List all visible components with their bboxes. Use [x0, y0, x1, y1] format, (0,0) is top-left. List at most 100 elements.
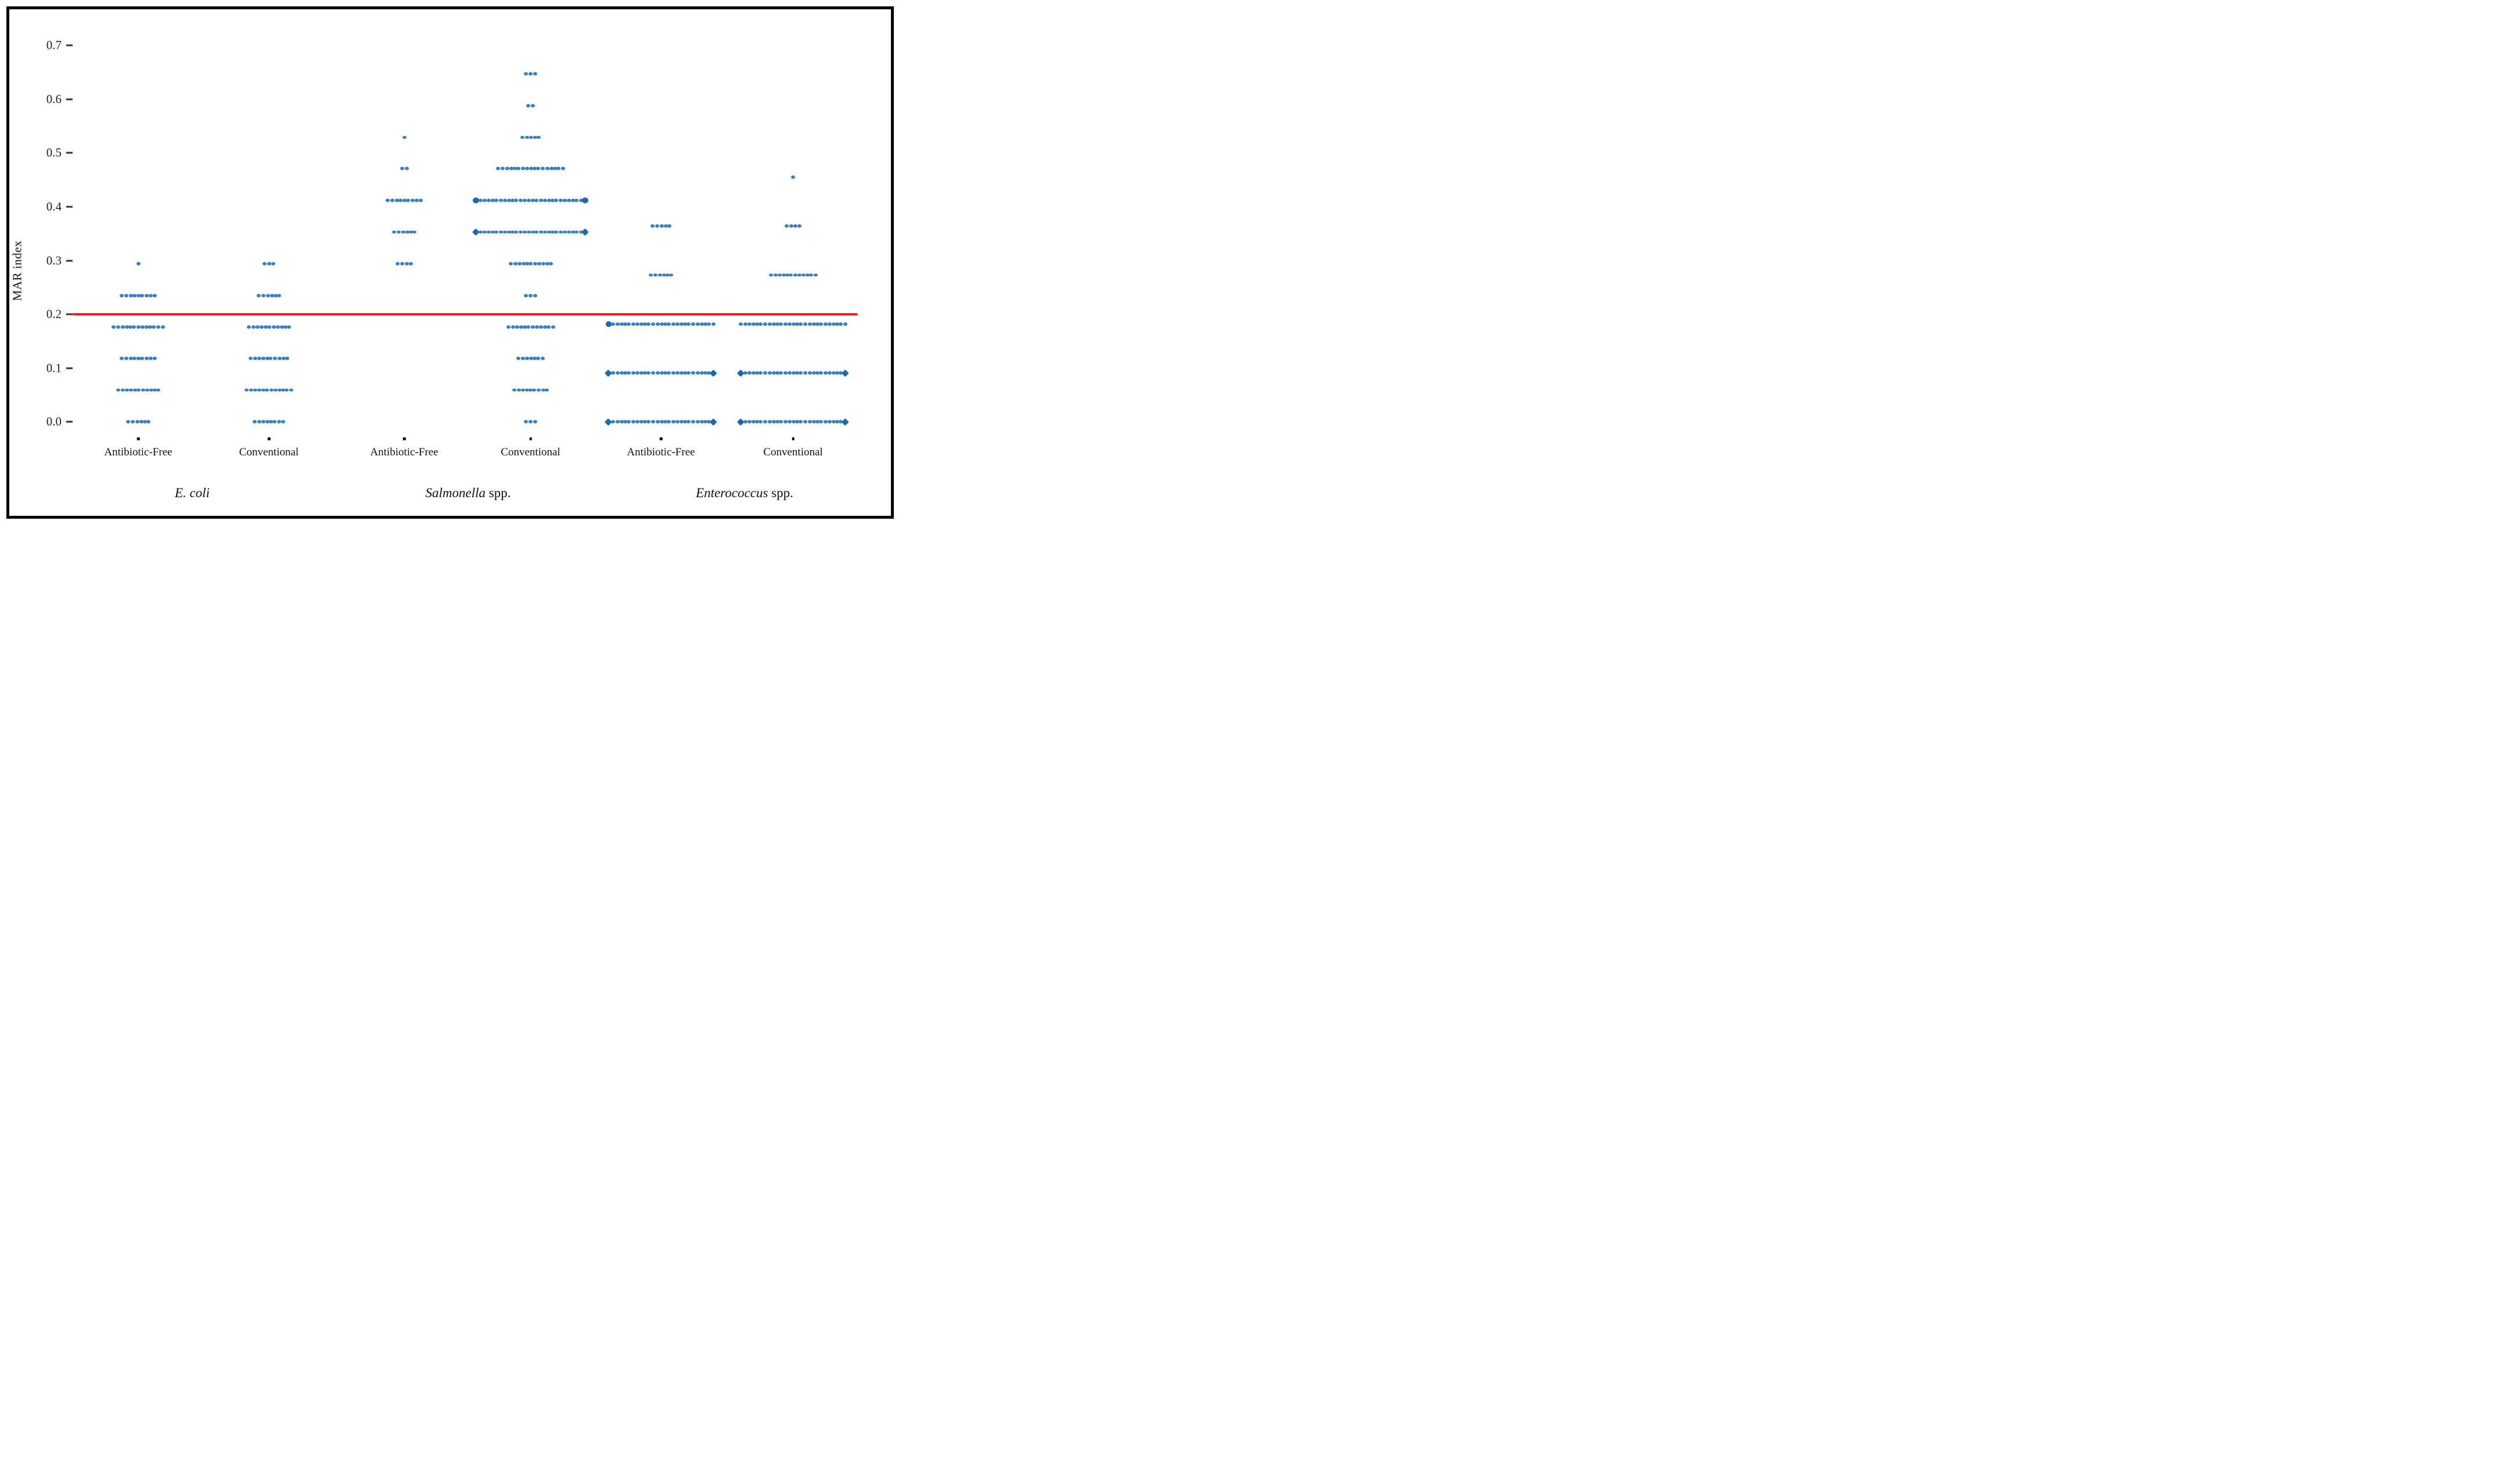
species-group-label: Enterococcus spp.	[696, 486, 793, 501]
y-tick-label-0.4: 0.4	[46, 199, 62, 214]
data-point-dot	[279, 325, 284, 329]
data-point-dot	[813, 273, 818, 277]
data-point-dot	[520, 135, 524, 139]
data-point-dot	[699, 420, 704, 424]
data-point-dot	[394, 198, 399, 202]
data-point-dot	[531, 104, 535, 107]
data-point-dot	[795, 371, 800, 375]
data-point-dot	[683, 322, 688, 326]
data-point-dot	[401, 230, 405, 234]
data-point-dot	[152, 357, 157, 360]
data-point-dot	[261, 357, 266, 360]
y-axis-title: MAR index	[10, 240, 24, 301]
data-point-dot	[752, 420, 756, 424]
data-point-dot	[501, 167, 505, 171]
data-point-dot	[570, 230, 575, 234]
data-point-dot	[145, 325, 149, 329]
data-point-dot	[511, 230, 515, 234]
data-point-dot	[551, 325, 555, 329]
data-point-dot	[523, 198, 527, 202]
data-point-dot	[767, 371, 772, 375]
data-point-dot	[513, 262, 517, 265]
data-point-dot	[752, 371, 756, 375]
data-point-dot	[490, 230, 495, 234]
data-point-dot	[523, 230, 527, 234]
data-point-dot	[778, 420, 783, 424]
species-group-label: E. coli	[175, 486, 210, 501]
data-point-dot	[785, 273, 790, 277]
data-point-dot	[665, 273, 670, 277]
data-point-dot	[519, 325, 523, 329]
data-point-dot	[146, 420, 150, 424]
data-point-dot	[839, 371, 843, 375]
data-point-dot	[706, 420, 711, 424]
data-point-dot	[651, 322, 656, 326]
data-point-dot	[479, 198, 483, 202]
data-point-dot	[828, 420, 832, 424]
data-point-dot	[516, 167, 520, 171]
data-point-dot	[691, 371, 696, 375]
x-tick-mark	[792, 437, 795, 440]
data-point-dot	[262, 262, 267, 265]
data-point-dot	[643, 420, 648, 424]
data-point-dot	[533, 262, 537, 265]
y-tick-label-0.7: 0.7	[46, 38, 62, 52]
x-tick-label-antibiotic-free: Antibiotic-Free	[104, 446, 172, 458]
data-point-dot	[784, 224, 789, 228]
data-point-dot	[799, 371, 803, 375]
data-point-dot	[695, 371, 700, 375]
data-point-dot	[271, 262, 276, 265]
data-point-dot	[783, 420, 788, 424]
data-point-dot	[272, 420, 277, 424]
data-point-dot	[418, 198, 423, 202]
data-point-dot	[643, 322, 648, 326]
data-point-dot	[547, 230, 551, 234]
data-point-dot	[402, 135, 407, 139]
data-point-dot	[402, 198, 407, 202]
data-point-dot	[554, 230, 559, 234]
data-point-dot	[783, 322, 788, 326]
data-point-dot	[273, 357, 278, 360]
data-point-dot	[529, 167, 534, 171]
data-point-dot	[267, 262, 271, 265]
data-point-dot	[289, 388, 293, 392]
y-tick-mark-0.2	[66, 313, 73, 315]
data-point-dot	[843, 322, 848, 326]
y-tick-label-0.3: 0.3	[46, 253, 62, 268]
threshold-line-0.2	[72, 313, 858, 316]
data-point-dot	[136, 262, 141, 265]
data-point-cluster-dot	[473, 197, 479, 203]
data-point-dot	[267, 325, 271, 329]
data-point-dot	[801, 273, 806, 277]
data-point-dot	[128, 357, 133, 360]
data-point-dot	[263, 325, 268, 329]
data-point-dot	[125, 388, 130, 392]
data-point-dot	[534, 198, 538, 202]
data-point-dot	[655, 371, 660, 375]
data-point-dot	[556, 167, 560, 171]
data-point-dot	[615, 371, 620, 375]
data-point-dot	[257, 388, 262, 392]
data-point-dot	[703, 420, 707, 424]
data-point-dot	[552, 167, 557, 171]
data-point-dot	[615, 420, 620, 424]
data-point-dot	[516, 388, 521, 392]
data-point-dot	[671, 322, 675, 326]
data-point-dot	[799, 420, 803, 424]
data-point-dot	[763, 371, 768, 375]
data-point-dot	[803, 371, 808, 375]
data-point-dot	[524, 293, 529, 297]
data-point-dot	[771, 420, 776, 424]
species-name-italic: Enterococcus	[696, 486, 768, 500]
data-point-dot	[778, 322, 783, 326]
data-point-dot	[529, 135, 534, 139]
data-point-dot	[655, 322, 660, 326]
data-point-dot	[521, 388, 526, 392]
data-point-dot	[529, 420, 533, 424]
x-tick-mark	[659, 437, 663, 440]
data-point-dot	[502, 198, 507, 202]
data-point-dot	[257, 357, 262, 360]
data-point-dot	[832, 322, 836, 326]
y-tick-mark-0.0	[66, 421, 73, 423]
data-point-dot	[567, 198, 571, 202]
